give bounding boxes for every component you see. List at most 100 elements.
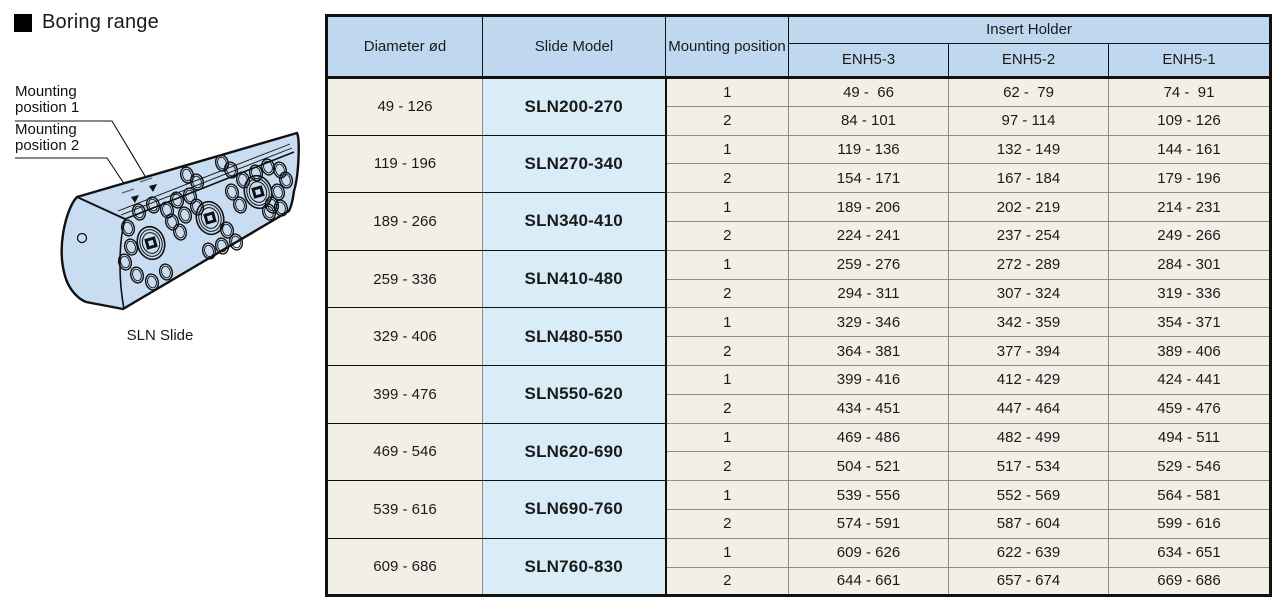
enh5-1-range-cell: 179 - 196 (1108, 163, 1271, 194)
mounting-position-cell: 1 (665, 134, 789, 165)
table-body: 49 - 126 SLN200-270 1 49 - 66 62 - 79 74 - 91… (326, 77, 1271, 597)
diameter-column-header: Diameter ød (326, 15, 483, 79)
enh5-2-range-cell: 97 - 114 (948, 105, 1109, 136)
bore-hole (159, 201, 175, 219)
slide-model-cell: SLN620-690 (482, 422, 667, 482)
mounting-position-cell: 1 (665, 422, 789, 453)
cap-hole (76, 232, 88, 244)
table-row: 2 294 - 311 307 - 324 319 - 336 (327, 278, 1271, 309)
marker-engraving-marks (121, 177, 153, 194)
bore-hole (224, 183, 240, 201)
section-heading: Boring range (14, 11, 159, 34)
enh5-3-range-cell: 574 - 591 (788, 508, 949, 539)
mounting-position-cell: 2 (665, 278, 789, 309)
slide-model-cell: SLN200-270 (482, 77, 667, 136)
bore-hole (272, 161, 288, 179)
enh5-3-range-cell: 329 - 346 (788, 307, 949, 338)
mounting-position-cell: 2 (665, 393, 789, 424)
enh5-2-range-cell: 62 - 79 (948, 77, 1109, 107)
enh5-1-range-cell: 529 - 546 (1108, 451, 1271, 482)
mounting-position-cell: 1 (665, 307, 789, 338)
enh5-1-range-cell: 389 - 406 (1108, 336, 1271, 366)
top-chamfer-line-2 (117, 143, 291, 212)
mounting-position-cell: 2 (665, 566, 789, 597)
cap-top-edge (76, 196, 126, 220)
enh5-2-range-cell: 412 - 429 (948, 364, 1109, 395)
enh5-3-range-cell: 119 - 136 (788, 134, 949, 165)
slide-model-cell: SLN480-550 (482, 307, 667, 366)
mounting-position-1-label: Mounting position 1 (15, 83, 80, 116)
enh5-2-range-cell: 307 - 324 (948, 278, 1109, 309)
header-row-top: Diameter ød Slide Model Mounting positio… (326, 15, 1271, 79)
enh5-3-range-cell: 154 - 171 (788, 163, 949, 194)
enh5-2-range-cell: 202 - 219 (948, 192, 1109, 222)
diameter-cell: 189 - 266 (326, 192, 483, 251)
bore-hole (261, 203, 277, 221)
mounting-position-cell: 1 (665, 480, 789, 510)
diameter-cell: 259 - 336 (326, 249, 483, 309)
enh5-3-range-cell: 49 - 66 (788, 77, 949, 107)
slide-body (60, 131, 300, 311)
enh5-3-range-cell: 609 - 626 (788, 537, 949, 568)
enh5-2-range-cell: 132 - 149 (948, 134, 1109, 165)
insert-pocket-hole (195, 200, 225, 236)
table-row: 2 84 - 101 97 - 114 109 - 126 (327, 105, 1271, 136)
table-row: 2 574 - 591 587 - 604 599 - 616 (327, 508, 1271, 539)
bore-hole (201, 242, 217, 260)
bore-hole (219, 221, 235, 239)
diameter-cell: 399 - 476 (326, 364, 483, 424)
bore-hole (223, 161, 239, 179)
enh5-1-range-cell: 599 - 616 (1108, 508, 1271, 539)
enh5-3-range-cell: 189 - 206 (788, 192, 949, 222)
insert-pocket-hole (136, 225, 166, 261)
bore-hole (177, 206, 193, 224)
table-row: 119 - 196 SLN270-340 1 119 - 136 132 - 149 14… (326, 134, 1271, 194)
front-top-edge (124, 151, 295, 220)
table-row: 2 364 - 381 377 - 394 389 - 406 (327, 336, 1271, 366)
diameter-cell: 119 - 196 (326, 134, 483, 194)
enh5-3-range-cell: 294 - 311 (788, 278, 949, 309)
mounting-position-column-header: Mounting position (665, 15, 789, 79)
table-row: 609 - 686 SLN760-830 1 609 - 626 622 - 639 63… (326, 537, 1271, 597)
slide-model-cell: SLN410-480 (482, 249, 667, 309)
table-row: 329 - 406 SLN480-550 1 329 - 346 342 - 359 35… (326, 307, 1271, 366)
bore-holes-group (117, 154, 294, 291)
enh5-3-range-cell: 539 - 556 (788, 480, 949, 510)
mounting-position-cell: 2 (665, 220, 789, 251)
sln-slide-illustration (15, 120, 300, 311)
diameter-cell: 49 - 126 (326, 77, 483, 136)
enh5-1-range-cell: 669 - 686 (1108, 566, 1271, 597)
diameter-cell: 329 - 406 (326, 307, 483, 366)
diameter-cell: 539 - 616 (326, 480, 483, 539)
enh5-2-range-cell: 657 - 674 (948, 566, 1109, 597)
table-row: 2 154 - 171 167 - 184 179 - 196 (327, 163, 1271, 194)
table-row: 399 - 476 SLN550-620 1 399 - 416 412 - 429 42… (326, 364, 1271, 424)
enh5-1-range-cell: 564 - 581 (1108, 480, 1271, 510)
enh5-1-range-cell: 354 - 371 (1108, 307, 1271, 338)
enh5-3-range-cell: 644 - 661 (788, 566, 949, 597)
mounting-position-2-label: Mounting position 2 (15, 121, 80, 154)
top-chamfer-line-1 (120, 147, 293, 216)
header-row-sub: ENH5-3 ENH5-2 ENH5-1 (327, 43, 1271, 79)
table-row: 2 644 - 661 657 - 674 669 - 686 (327, 566, 1271, 597)
mounting-position-cell: 2 (665, 163, 789, 194)
table-row: 2 224 - 241 237 - 254 249 - 266 (327, 220, 1271, 251)
enh5-1-range-cell: 74 - 91 (1108, 77, 1271, 107)
leader-line-position-1 (15, 120, 152, 187)
table-row: 2 434 - 451 447 - 464 459 - 476 (327, 393, 1271, 424)
enh5-2-range-cell: 622 - 639 (948, 537, 1109, 568)
bore-hole (172, 223, 188, 241)
enh5-1-range-cell: 144 - 161 (1108, 134, 1271, 165)
bore-hole (120, 219, 136, 237)
enh5-3-column-header: ENH5-3 (788, 43, 949, 79)
enh5-3-range-cell: 364 - 381 (788, 336, 949, 366)
enh5-2-range-cell: 272 - 289 (948, 249, 1109, 280)
enh5-3-range-cell: 84 - 101 (788, 105, 949, 136)
enh5-1-range-cell: 634 - 651 (1108, 537, 1271, 568)
enh5-2-range-cell: 517 - 534 (948, 451, 1109, 482)
mounting-position-cell: 2 (665, 336, 789, 366)
mounting-position-cell: 2 (665, 105, 789, 136)
table-row: 189 - 266 SLN340-410 1 189 - 206 202 - 219 21… (326, 192, 1271, 251)
bore-hole (117, 253, 133, 271)
